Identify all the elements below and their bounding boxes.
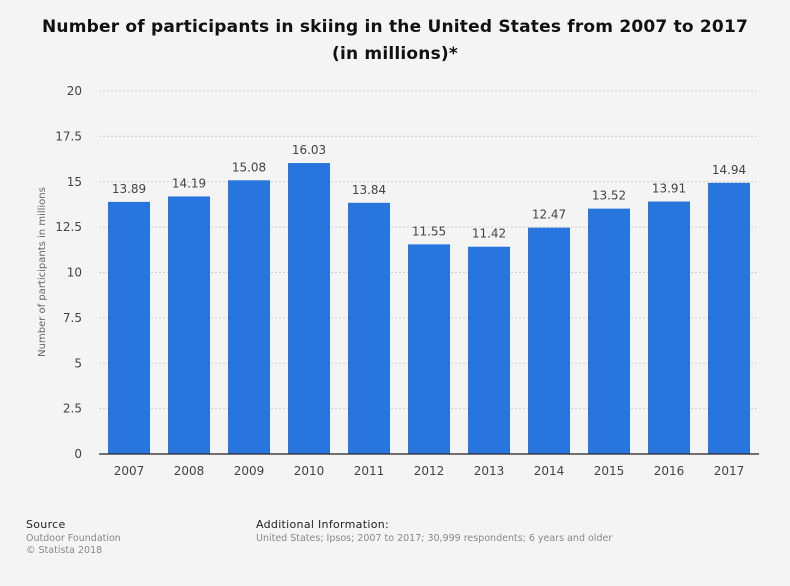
copyright-line: © Statista 2018 — [26, 545, 103, 556]
x-tick-label: 2008 — [174, 464, 205, 478]
x-tick-label: 2009 — [234, 464, 265, 478]
data-label-2015: 13.52 — [592, 189, 626, 203]
bar-chart: 0 2.5 5 7.5 10 12.5 15 17.5 20 Number of particip… — [37, 84, 759, 478]
y-tick-label: 0 — [74, 447, 82, 461]
additional-info-heading: Additional Information: — [256, 518, 389, 531]
data-label-2010: 16.03 — [292, 143, 326, 157]
x-tick-label: 2012 — [414, 464, 445, 478]
x-tick-label: 2010 — [294, 464, 325, 478]
y-tick-label: 5 — [74, 356, 82, 370]
x-tick-label: 2014 — [534, 464, 565, 478]
bar-2009 — [228, 180, 270, 454]
y-tick-label: 15 — [67, 175, 82, 189]
x-tick-label: 2013 — [474, 464, 505, 478]
data-label-2007: 13.89 — [112, 182, 146, 196]
y-tick-label: 20 — [67, 84, 82, 98]
y-tick-label: 7.5 — [63, 311, 82, 325]
data-label-2017: 14.94 — [712, 163, 746, 177]
bar-2012 — [408, 244, 450, 454]
data-label-2016: 13.91 — [652, 182, 686, 196]
additional-info-text: United States; Ipsos; 2007 to 2017; 30,9… — [256, 532, 613, 544]
x-tick-label: 2017 — [714, 464, 745, 478]
data-label-2012: 11.55 — [412, 224, 446, 238]
bar-2017 — [708, 182, 750, 455]
source-line[interactable]: Outdoor Foundation — [26, 532, 121, 544]
data-label-2008: 14.19 — [172, 176, 206, 190]
bar-2007 — [108, 201, 150, 454]
x-tick-label: 2011 — [354, 464, 385, 478]
bar-2013 — [468, 246, 510, 454]
data-label-2013: 11.42 — [472, 227, 506, 241]
source-block: Source Outdoor Foundation © Statista 201… — [26, 518, 121, 558]
y-tick-label: 12.5 — [55, 220, 82, 234]
additional-info-block: Additional Information: United States; I… — [256, 518, 613, 545]
y-axis-label: Number of participants in millions — [37, 187, 48, 357]
x-tick-label: 2016 — [654, 464, 685, 478]
y-tick-label: 10 — [67, 266, 82, 280]
data-label-2011: 13.84 — [352, 183, 386, 197]
chart-title: Number of participants in skiing in the … — [41, 17, 749, 64]
y-tick-label: 2.5 — [63, 402, 82, 416]
y-tick-label: 17.5 — [55, 129, 82, 143]
bar-2010 — [288, 163, 330, 455]
bar-2016 — [648, 201, 690, 454]
x-tick-label: 2007 — [114, 464, 145, 478]
data-label-2009: 15.08 — [232, 160, 266, 174]
bar-2014 — [528, 227, 570, 454]
x-tick-label: 2015 — [594, 464, 625, 478]
bar-2015 — [588, 208, 630, 454]
source-heading: Source — [26, 518, 66, 531]
data-label-2014: 12.47 — [532, 208, 566, 222]
bar-2008 — [168, 196, 210, 454]
bar-2011 — [348, 202, 390, 454]
